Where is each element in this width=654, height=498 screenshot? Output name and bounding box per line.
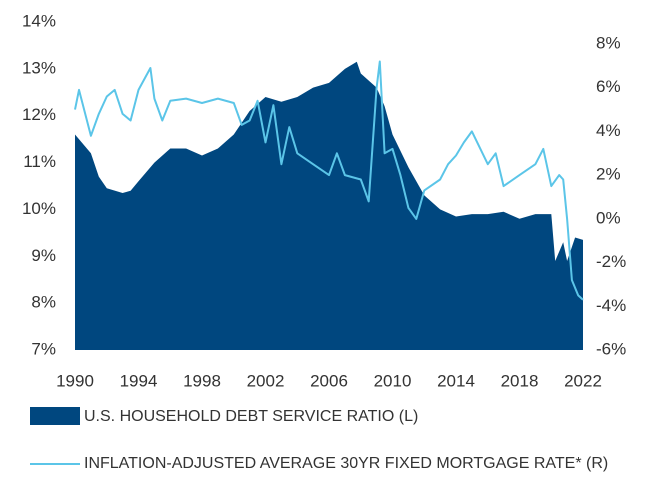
- y-tick-label: 14%: [22, 11, 56, 30]
- y-tick-label: 10%: [22, 199, 56, 218]
- y2-tick-label: -2%: [596, 252, 626, 271]
- x-tick-label: 2006: [310, 371, 348, 390]
- line: [74, 60, 584, 301]
- y2-tick-label: 8%: [596, 33, 621, 52]
- legend-swatch: [30, 407, 80, 425]
- y-tick-label: 12%: [22, 105, 56, 124]
- area: [75, 61, 583, 351]
- y2-tick-label: 2%: [596, 165, 621, 184]
- x-tick-label: 1994: [120, 371, 158, 390]
- legend-swatch: [30, 463, 80, 465]
- y2-tick-label: -4%: [596, 296, 626, 315]
- x-tick-label: 2014: [437, 371, 475, 390]
- y-tick-label: 7%: [31, 339, 56, 358]
- y-tick-label: 13%: [22, 58, 56, 77]
- x-tick-label: 2018: [501, 371, 539, 390]
- legend-label: INFLATION-ADJUSTED AVERAGE 30YR FIXED MO…: [84, 455, 609, 472]
- x-tick-label: 2010: [374, 371, 412, 390]
- x-tick-label: 1990: [56, 371, 94, 390]
- legend-label: U.S. HOUSEHOLD DEBT SERVICE RATIO (L): [84, 408, 419, 425]
- y2-tick-label: 0%: [596, 208, 621, 227]
- y2-tick-label: 6%: [596, 77, 621, 96]
- x-tick-label: 2022: [564, 371, 602, 390]
- chart: 7% 8% 9% 10% 11% 12% 13% 14% -6% -4% -2% 0% 2% 4% 6% 8%…: [22, 11, 626, 390]
- legend-item: INFLATION-ADJUSTED AVERAGE 30YR FIXED MO…: [30, 452, 650, 475]
- y2-tick-label: -6%: [596, 339, 626, 358]
- y-tick-label: 8%: [31, 293, 56, 312]
- y-tick-label: 11%: [23, 152, 56, 171]
- y-tick-label: 9%: [31, 246, 56, 265]
- x-tick-label: 1998: [183, 371, 221, 390]
- y2-tick-label: 4%: [596, 121, 621, 140]
- legend-item: U.S. HOUSEHOLD DEBT SERVICE RATIO (L): [30, 405, 650, 428]
- x-tick-label: 2002: [247, 371, 285, 390]
